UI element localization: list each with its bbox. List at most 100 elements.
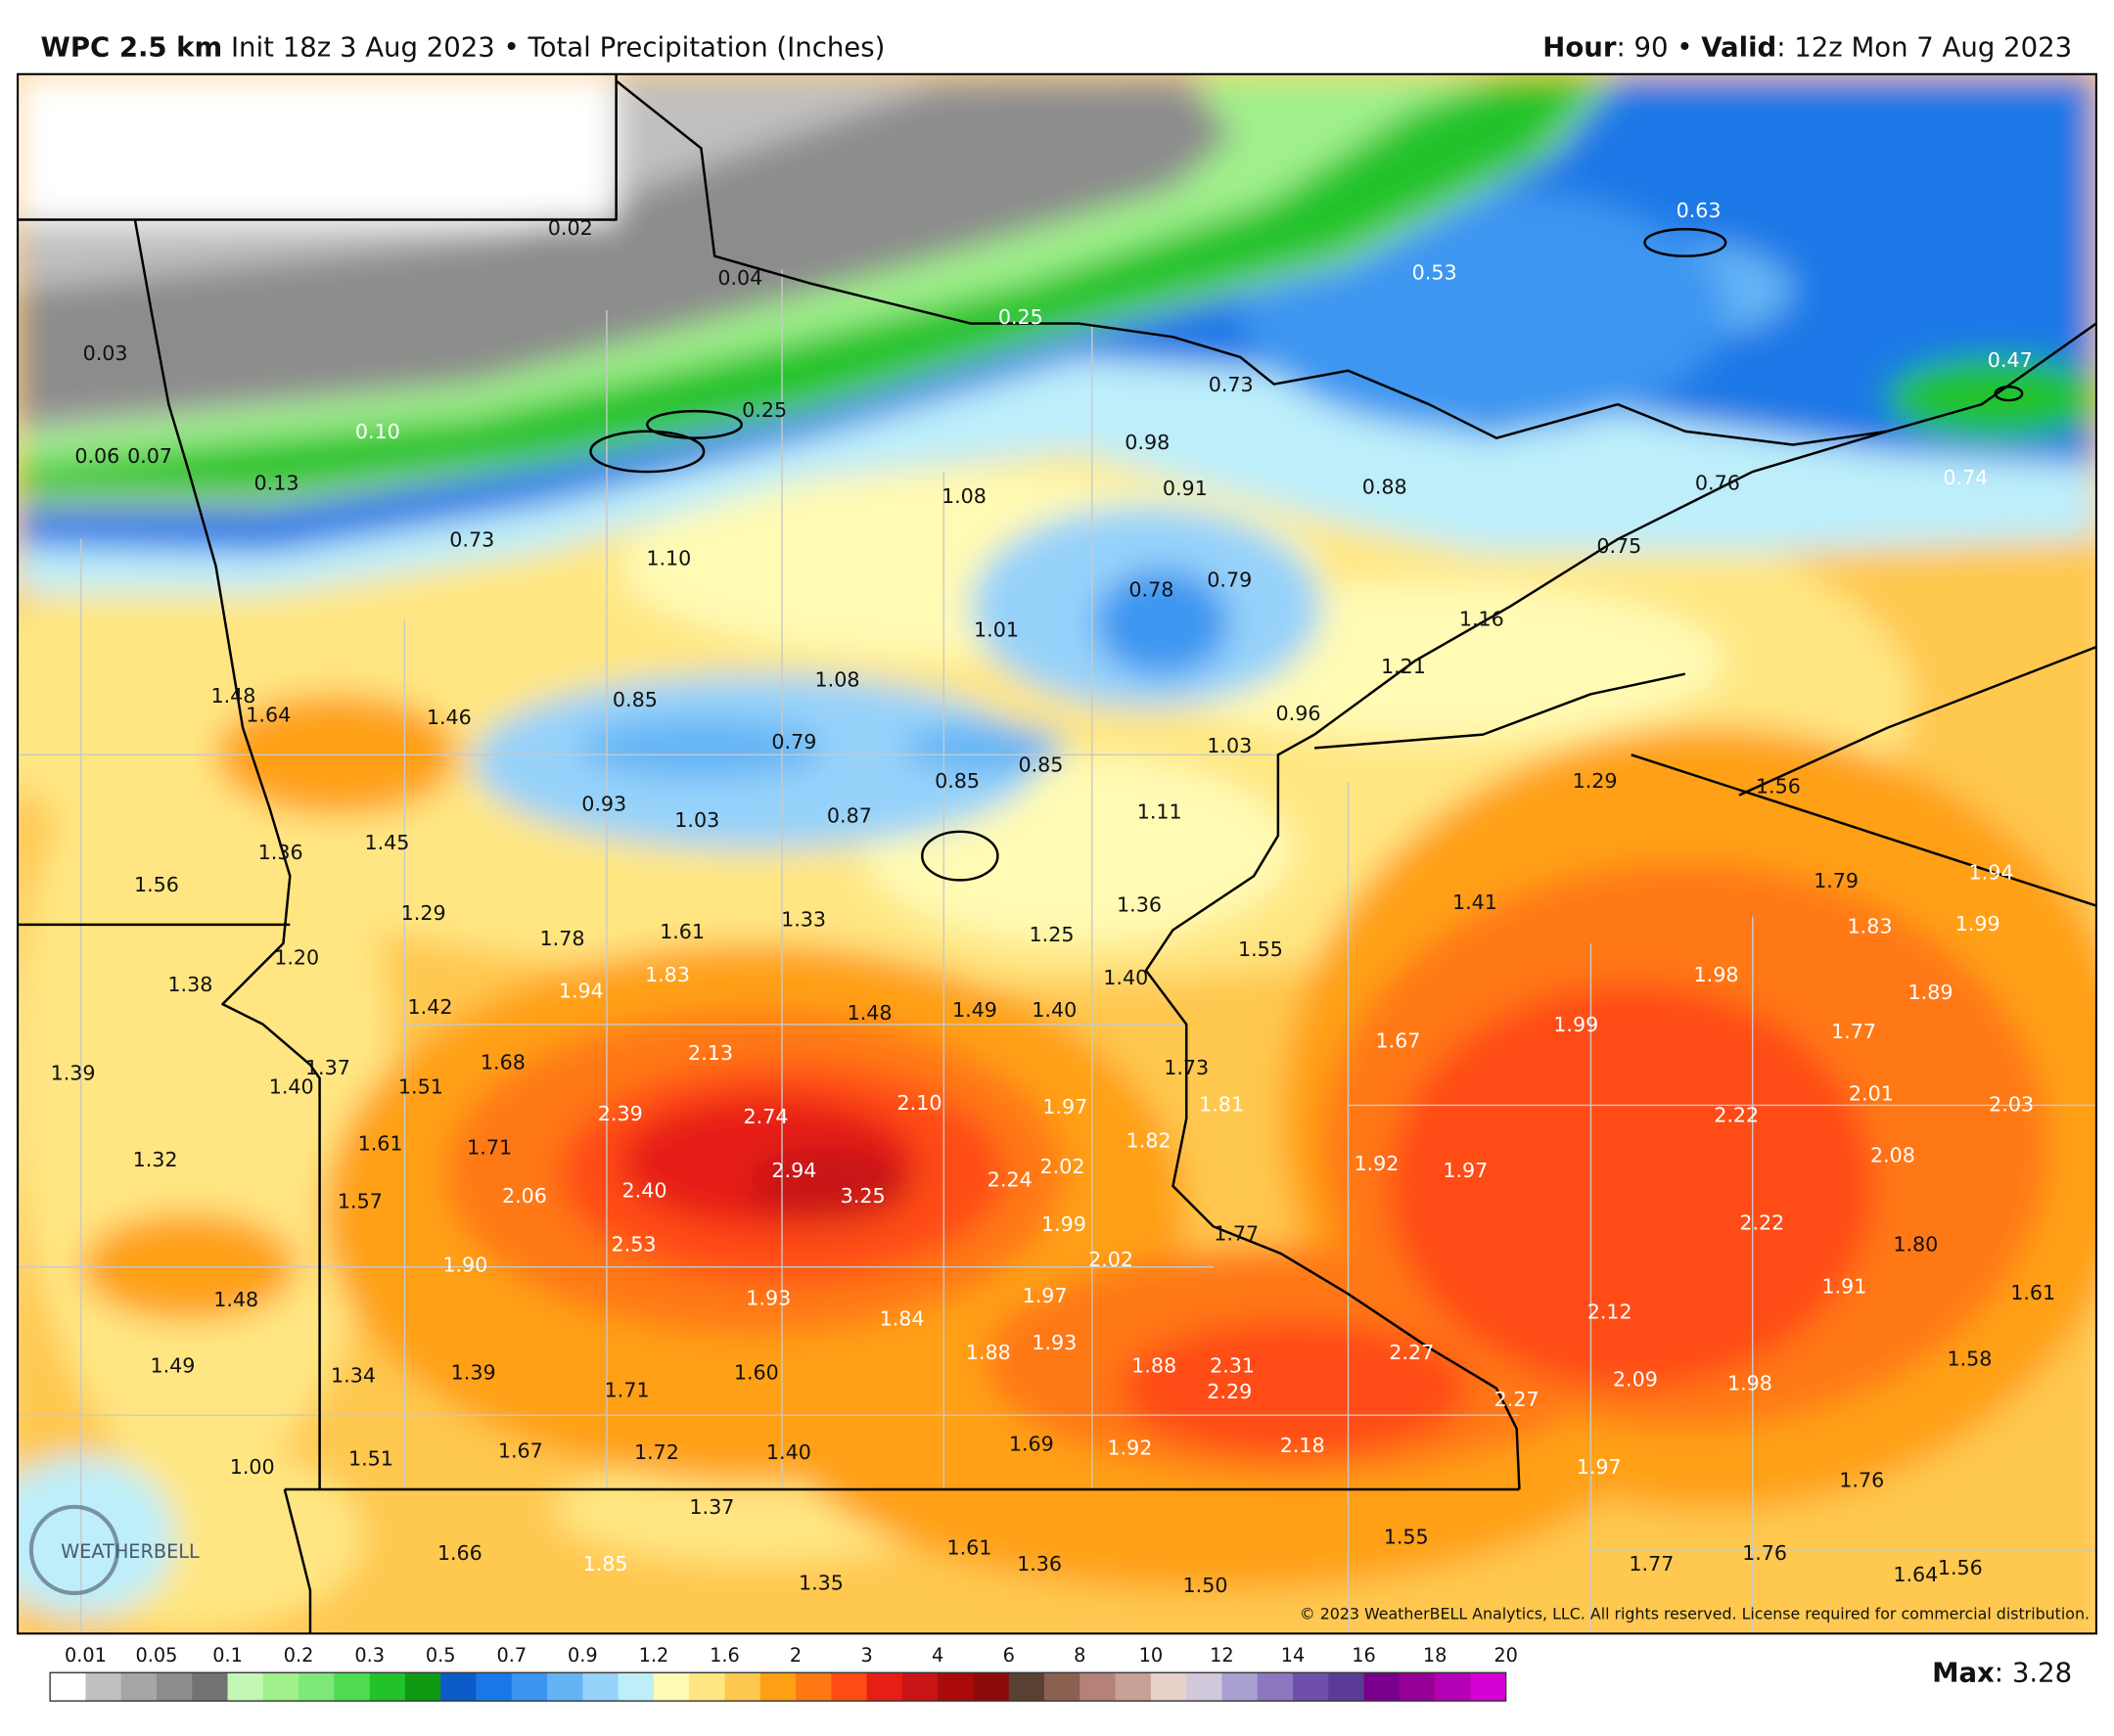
- colorbar-box: [85, 1672, 122, 1702]
- value-label: 2.09: [1613, 1367, 1658, 1391]
- colorbar-box: [511, 1672, 548, 1702]
- value-label: 1.40: [269, 1075, 314, 1099]
- value-label: 1.08: [815, 668, 860, 692]
- value-label: 2.53: [612, 1233, 657, 1256]
- colorbar-frame: [49, 1671, 1507, 1702]
- colorbar-box: [831, 1672, 868, 1702]
- value-label: 1.58: [1947, 1348, 1992, 1371]
- value-label: 0.87: [827, 804, 872, 828]
- value-label: 0.79: [771, 730, 816, 754]
- value-label: 2.01: [1849, 1081, 1894, 1105]
- value-label: 1.39: [451, 1360, 496, 1384]
- value-label: 0.47: [1988, 348, 2033, 372]
- colorbar-tick-label: 0.3: [354, 1644, 385, 1667]
- value-label: 1.57: [338, 1190, 383, 1213]
- max: Max: 3.28: [1932, 1658, 2072, 1689]
- value-label: 2.31: [1210, 1354, 1255, 1378]
- colorbar-box: [1221, 1672, 1259, 1702]
- value-label: 2.40: [622, 1179, 667, 1203]
- value-label: 1.79: [1814, 869, 1859, 892]
- value-label: 1.00: [230, 1455, 275, 1479]
- value-label: 1.93: [746, 1287, 791, 1310]
- value-label: 0.07: [127, 444, 172, 468]
- colorbar-box: [1186, 1672, 1222, 1702]
- value-label: 1.77: [1629, 1552, 1674, 1576]
- value-label: 1.83: [1848, 915, 1893, 938]
- value-label: 2.13: [688, 1041, 733, 1065]
- colorbar-tick-label: 0.7: [496, 1644, 527, 1667]
- value-label: 1.92: [1107, 1437, 1152, 1460]
- colorbar-box: [582, 1672, 620, 1702]
- value-label: 1.10: [646, 547, 691, 571]
- colorbar: 0.01 0.05 0.1 0.2 0.3 0.5 0.7 0.9 1.2 1.6 2 3 4 6 8 10 1…: [49, 1644, 1518, 1702]
- value-label: 0.85: [613, 688, 658, 711]
- model: WPC 2.5 km: [40, 32, 222, 64]
- value-label: 1.97: [1023, 1284, 1068, 1307]
- value-label: 1.64: [1893, 1563, 1938, 1586]
- value-label: 1.98: [1694, 963, 1739, 986]
- value-label: 1.56: [134, 873, 179, 896]
- colorbar-box: [299, 1672, 335, 1702]
- value-label: 0.78: [1128, 577, 1173, 601]
- value-label: 2.27: [1389, 1341, 1434, 1364]
- value-label: 1.73: [1164, 1056, 1209, 1079]
- value-label: 1.85: [583, 1552, 628, 1576]
- value-label: 1.64: [246, 703, 291, 726]
- value-label: 0.73: [1209, 373, 1254, 396]
- value-label: 2.24: [988, 1168, 1033, 1192]
- colorbar-box: [689, 1672, 725, 1702]
- value-label: 1.99: [1041, 1212, 1086, 1236]
- value-label: 1.25: [1030, 923, 1075, 946]
- value-label: 1.36: [1117, 893, 1162, 917]
- colorbar-box: [653, 1672, 690, 1702]
- value-label: 1.99: [1553, 1013, 1598, 1036]
- value-label: 1.61: [946, 1536, 991, 1560]
- value-label: 1.91: [1821, 1274, 1866, 1298]
- value-label: 1.42: [408, 995, 453, 1019]
- valid-label: Valid: [1701, 32, 1776, 64]
- value-label: 1.48: [848, 1001, 893, 1025]
- max-value: : 3.28: [1995, 1658, 2072, 1689]
- colorbar-box: [618, 1672, 655, 1702]
- value-label: 0.75: [1596, 534, 1641, 558]
- value-label: 0.53: [1412, 261, 1457, 285]
- logo-mark: [28, 1504, 120, 1596]
- colorbar-box: [1257, 1672, 1294, 1702]
- value-label: 2.22: [1714, 1103, 1759, 1126]
- value-label: 1.55: [1238, 937, 1283, 961]
- value-label: 2.94: [771, 1159, 816, 1182]
- value-label: 2.10: [897, 1091, 942, 1115]
- value-label: 0.98: [1125, 431, 1170, 454]
- value-label: 1.35: [799, 1571, 844, 1594]
- value-label: 1.34: [331, 1363, 376, 1387]
- value-label: 3.25: [841, 1184, 886, 1208]
- value-label: 1.48: [213, 1288, 258, 1311]
- value-label: 0.63: [1677, 199, 1722, 222]
- value-label: 1.36: [258, 841, 303, 864]
- valid-value: : 12z Mon 7 Aug 2023: [1776, 32, 2072, 64]
- colorbar-box: [156, 1672, 193, 1702]
- value-label: 1.40: [1032, 998, 1077, 1022]
- value-label: 0.76: [1695, 471, 1740, 494]
- colorbar-tick-label: 3: [860, 1644, 872, 1667]
- colorbar-box: [192, 1672, 228, 1702]
- value-label: 1.98: [1727, 1372, 1772, 1395]
- colorbar-tick-label: 1.2: [639, 1644, 669, 1667]
- value-label: 2.22: [1739, 1211, 1784, 1235]
- value-label: 0.02: [548, 216, 593, 240]
- colorbar-box: [1080, 1672, 1116, 1702]
- value-label: 0.74: [1943, 466, 1988, 489]
- colorbar-box: [1150, 1672, 1187, 1702]
- value-label: 0.85: [935, 769, 980, 793]
- value-label: 1.03: [674, 808, 719, 832]
- value-label: 0.04: [717, 266, 762, 290]
- colorbar-box: [369, 1672, 406, 1702]
- value-label: 2.06: [502, 1184, 547, 1208]
- value-label: 1.94: [559, 980, 604, 1003]
- colorbar-tick-label: 6: [1003, 1644, 1015, 1667]
- colorbar-box: [120, 1672, 158, 1702]
- colorbar-tick-label: 16: [1352, 1644, 1376, 1667]
- value-label: 1.33: [781, 908, 826, 932]
- borders: [18, 73, 2096, 1634]
